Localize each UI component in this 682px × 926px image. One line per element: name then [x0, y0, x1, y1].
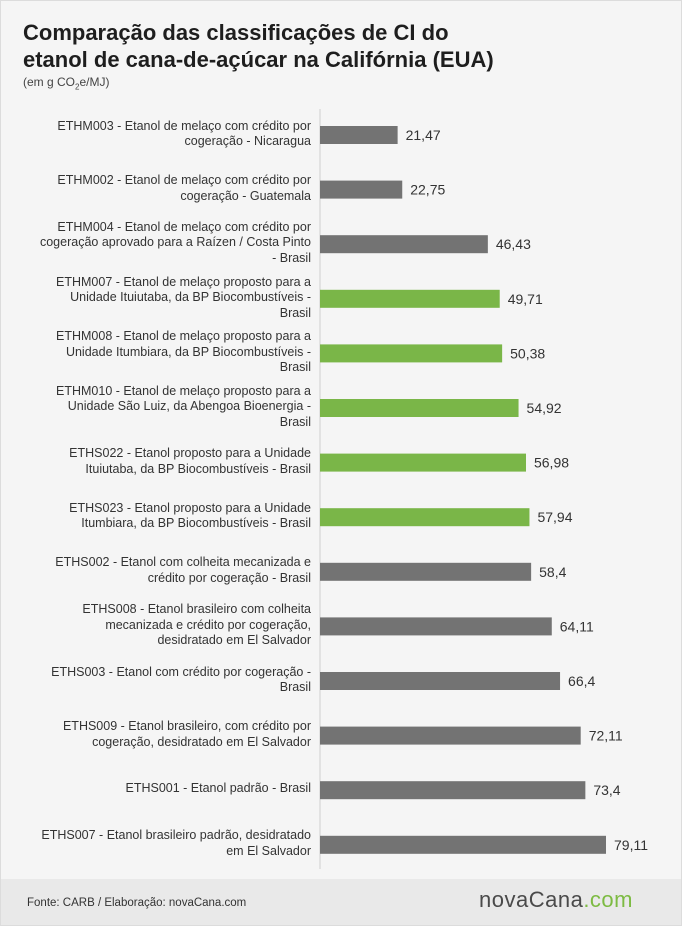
logo-suffix-text: .com — [583, 887, 633, 912]
category-label-10-line-1: Brasil — [279, 680, 311, 694]
subtitle-subscript: 2 — [75, 82, 80, 92]
category-label-13-line-0: ETHS007 - Etanol brasileiro padrão, desi… — [41, 828, 311, 843]
data-label-13: 79,11 — [614, 837, 648, 853]
category-label-10: ETHS003 - Etanol com crédito por cogeraç… — [1, 665, 311, 696]
category-label-6-line-0: ETHS022 - Etanol proposto para a Unidade — [69, 446, 311, 461]
category-label-6-line-1: Ituiutaba, da BP Biocombustíveis - Brasi… — [85, 461, 311, 476]
category-label-10-line-0: ETHS003 - Etanol com crédito por cogeraç… — [51, 664, 311, 679]
category-label-9-line-1: mecanizada e crédito por cogeração, — [105, 617, 311, 632]
data-label-4: 50,38 — [510, 345, 545, 361]
chart-title: Comparação das classificações de CI do e… — [23, 19, 643, 73]
category-label-12-line-0: ETHS001 - Etanol padrão - Brasil — [125, 781, 311, 796]
novacana-logo: novaCana.com — [479, 887, 633, 913]
category-label-5-line-0: ETHM010 - Etanol de melaço proposto para… — [56, 383, 311, 398]
category-label-0-line-1: cogeração - Nicaragua — [184, 134, 311, 148]
category-label-1: ETHM002 - Etanol de melaço com crédito p… — [1, 173, 311, 204]
category-label-5-line-1: Unidade São Luiz, da Abengoa Bioenergia … — [67, 399, 311, 414]
data-label-1: 22,75 — [410, 182, 445, 198]
category-label-9-line-0: ETHS008 - Etanol brasileiro com colheita — [82, 602, 311, 617]
category-label-1-line-1: cogeração - Guatemala — [180, 188, 311, 203]
bar-chart: 21,47 22,75 46,43 49,71 50,38 54,92 56,98 57,94… — [319, 109, 648, 869]
bar-11 — [320, 726, 581, 745]
bar-12 — [320, 781, 586, 800]
category-label-5-line-2: Brasil — [279, 414, 311, 429]
category-label-11-line-1: cogeração, desidratado em El Salvador — [92, 734, 311, 749]
data-label-8: 58,4 — [539, 564, 566, 580]
logo-main-text: novaCana — [479, 887, 584, 912]
category-label-3-line-1: Unidade Ituiutaba, da BP Biocombustíveis… — [70, 290, 311, 305]
bar-3 — [320, 289, 500, 308]
subtitle-prefix: (em g CO — [23, 75, 76, 89]
bar-0 — [320, 126, 398, 144]
category-label-2-line-2: - Brasil — [272, 250, 311, 265]
category-label-13-line-1: em El Salvador — [226, 843, 311, 858]
category-label-11-line-0: ETHS009 - Etanol brasileiro, com crédito… — [62, 719, 311, 734]
data-label-0: 21,47 — [406, 127, 441, 143]
data-label-2: 46,43 — [496, 236, 531, 252]
category-label-8-line-1: crédito por cogeração - Brasil — [147, 570, 311, 585]
bar-9 — [320, 617, 552, 636]
bar-10 — [320, 672, 561, 690]
bar-4 — [320, 344, 503, 363]
category-label-6: ETHS022 - Etanol proposto para a Unidade… — [1, 446, 311, 477]
category-label-3-line-2: Brasil — [279, 305, 311, 320]
data-label-10: 66,4 — [568, 673, 595, 689]
category-label-2-line-1: cogeração aprovado para a Raízen / Costa… — [39, 235, 311, 250]
data-label-9: 64,11 — [560, 618, 594, 634]
footer: Fonte: CARB / Elaboração: novaCana.com n… — [1, 879, 681, 925]
data-label-3: 49,71 — [508, 291, 543, 307]
data-label-6: 56,98 — [534, 455, 569, 471]
category-label-4: ETHM008 - Etanol de melaço proposto para… — [1, 329, 311, 376]
category-label-2: ETHM004 - Etanol de melaço com crédito p… — [1, 220, 311, 267]
data-label-7: 57,94 — [537, 509, 572, 525]
chart-title-line-1: Comparação das classificações de CI do — [23, 20, 449, 45]
data-label-12: 73,4 — [593, 782, 620, 798]
category-label-9-line-2: desidratado em El Salvador — [157, 633, 311, 648]
category-label-5: ETHM010 - Etanol de melaço proposto para… — [1, 384, 311, 431]
source-note: Fonte: CARB / Elaboração: novaCana.com — [27, 897, 247, 909]
bar-1 — [320, 180, 403, 199]
bar-2 — [320, 235, 488, 254]
bar-6 — [320, 453, 526, 472]
category-label-7-line-0: ETHS023 - Etanol proposto para a Unidade — [69, 500, 311, 515]
category-label-4-line-0: ETHM008 - Etanol de melaço proposto para… — [56, 329, 311, 344]
category-label-4-line-1: Unidade Itumbiara, da BP Biocombustíveis… — [65, 344, 311, 359]
bar-7 — [320, 508, 530, 527]
data-label-5: 54,92 — [527, 400, 562, 416]
category-label-3: ETHM007 - Etanol de melaço proposto para… — [1, 275, 311, 322]
category-label-0-line-0: ETHM003 - Etanol de melaço com crédito p… — [57, 118, 311, 133]
category-label-8-line-0: ETHS002 - Etanol com colheita mecanizada… — [55, 555, 311, 570]
subtitle-suffix: e/MJ) — [79, 75, 110, 89]
category-label-12: ETHS001 - Etanol padrão - Brasil — [1, 781, 311, 797]
category-label-7: ETHS023 - Etanol proposto para a Unidade… — [1, 501, 311, 532]
category-label-2-line-0: ETHM004 - Etanol de melaço com crédito p… — [57, 219, 311, 234]
bar-13 — [320, 835, 606, 854]
category-label-7-line-1: Itumbiara, da BP Biocombustíveis - Brasi… — [81, 516, 311, 531]
chart-title-line-2: etanol de cana-de-açúcar na Califórnia (… — [23, 47, 494, 72]
category-label-0: ETHM003 - Etanol de melaço com crédito p… — [1, 119, 311, 150]
data-label-11: 72,11 — [589, 728, 623, 744]
category-label-13: ETHS007 - Etanol brasileiro padrão, desi… — [1, 828, 311, 859]
category-label-1-line-0: ETHM002 - Etanol de melaço com crédito p… — [57, 173, 311, 188]
category-label-11: ETHS009 - Etanol brasileiro, com crédito… — [1, 719, 311, 750]
category-label-9: ETHS008 - Etanol brasileiro com colheita… — [1, 602, 311, 649]
bar-5 — [320, 399, 519, 417]
category-label-3-line-0: ETHM007 - Etanol de melaço proposto para… — [56, 274, 311, 289]
chart-subtitle: (em g CO2e/MJ) — [23, 75, 109, 91]
bar-8 — [320, 562, 532, 581]
category-label-4-line-2: Brasil — [279, 360, 311, 375]
category-label-8: ETHS002 - Etanol com colheita mecanizada… — [1, 555, 311, 586]
